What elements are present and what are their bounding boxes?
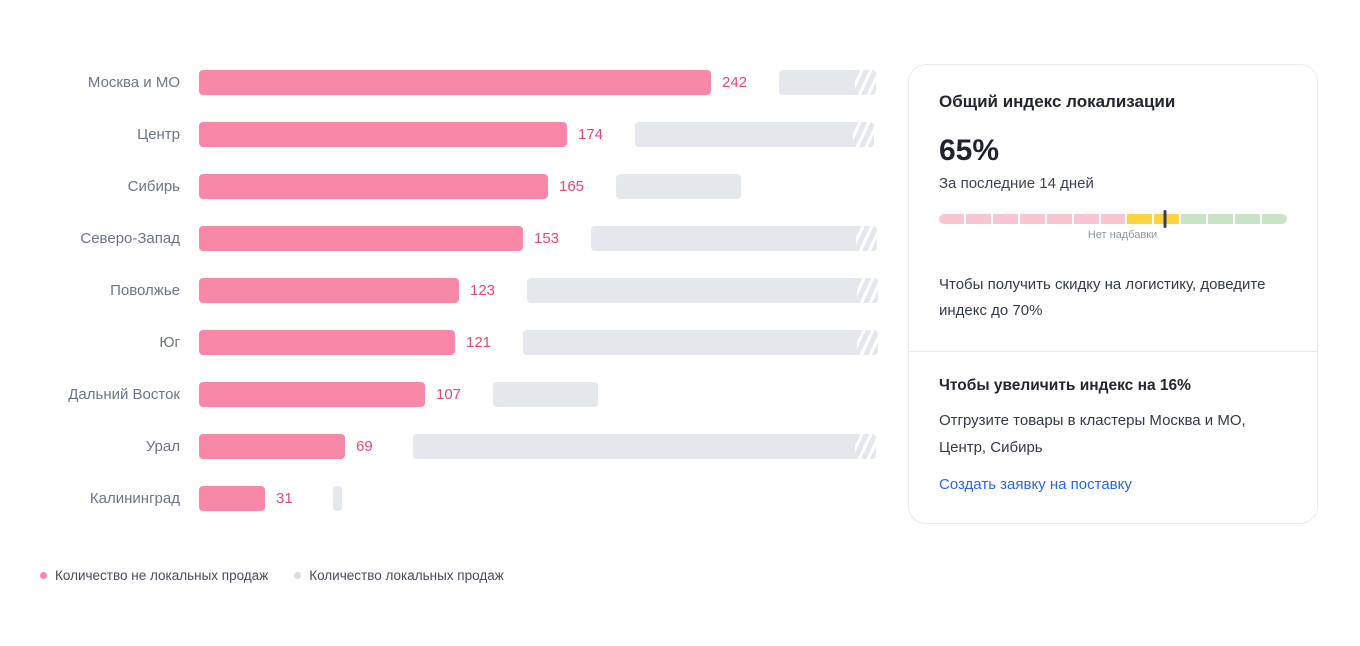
non-local-sales-bar	[199, 174, 548, 199]
gauge-segment	[1235, 214, 1261, 224]
local-sales-bar	[635, 122, 874, 147]
category-label: Калининград	[89, 490, 180, 507]
bar-value-label: 107	[436, 386, 462, 403]
non-local-sales-bar	[199, 278, 459, 303]
gauge-segment	[1046, 214, 1072, 224]
bar-row: Центр 174	[0, 122, 878, 147]
bar-value-label: 242	[722, 74, 748, 91]
local-sales-bar	[523, 330, 878, 355]
non-local-sales-bar	[199, 382, 425, 407]
gauge-segment	[1019, 214, 1045, 224]
category-label: Дальний Восток	[68, 386, 180, 403]
non-local-sales-bar	[199, 226, 523, 251]
category-label: Сибирь	[127, 178, 180, 195]
local-sales-bar	[527, 278, 878, 303]
truncation-hatch	[857, 278, 878, 303]
localization-bar-chart: Москва и МО 242 Центр 174 Сибирь 165 Северо-За…	[0, 70, 878, 538]
legend: Количество не локальных продаж Количеств…	[40, 568, 504, 583]
non-local-sales-bar	[199, 434, 345, 459]
local-sales-bar	[779, 70, 876, 95]
gauge-segment	[1127, 214, 1153, 224]
truncation-hatch	[855, 434, 876, 459]
panel-top-section: Общий индекс локализации 65% За последни…	[909, 65, 1317, 325]
non-local-legend-dot-icon	[40, 572, 47, 579]
localization-index-panel: Общий индекс локализации 65% За последни…	[908, 64, 1318, 524]
panel-bottom-section: Чтобы увеличить индекс на 16% Отгрузите …	[909, 352, 1317, 493]
gauge-segment	[1154, 214, 1180, 224]
bar-row: Поволжье 123	[0, 278, 878, 303]
truncation-hatch	[855, 70, 876, 95]
legend-item-non-local: Количество не локальных продаж	[40, 568, 268, 583]
discount-hint: Чтобы получить скидку на логистику, дове…	[939, 276, 1266, 320]
truncation-hatch	[857, 330, 878, 355]
gauge-segment	[1073, 214, 1099, 224]
gauge-segment	[992, 214, 1018, 224]
bar-row: Сибирь 165	[0, 174, 878, 199]
bar-value-label: 165	[559, 178, 585, 195]
index-value: 65%	[939, 134, 1000, 167]
gauge-segment	[939, 214, 964, 224]
index-period: За последние 14 дней	[939, 175, 1094, 192]
local-sales-bar	[413, 434, 876, 459]
non-local-sales-bar	[199, 486, 265, 511]
gauge-segment	[1181, 214, 1207, 224]
gauge-marker	[1163, 210, 1167, 228]
create-supply-request-link[interactable]: Создать заявку на поставку	[939, 475, 1132, 493]
bar-row: Северо-Запад 153	[0, 226, 878, 251]
index-gauge: Нет надбавки	[939, 210, 1287, 248]
bar-value-label: 31	[276, 490, 293, 507]
local-sales-bar	[591, 226, 877, 251]
non-local-sales-bar	[199, 70, 711, 95]
legend-item-local: Количество локальных продаж	[294, 568, 504, 583]
category-label: Москва и МО	[87, 74, 180, 91]
panel-title: Общий индекс локализации	[939, 92, 1176, 111]
legend-label-non-local: Количество не локальных продаж	[55, 568, 269, 583]
gauge-segment	[965, 214, 991, 224]
boost-text: Отгрузите товары в кластеры Москва и МО,…	[939, 411, 1246, 456]
bar-row: Юг 121	[0, 330, 878, 355]
gauge-segment	[1262, 214, 1287, 224]
bar-row: Дальний Восток 107	[0, 382, 878, 407]
bar-rows: Москва и МО 242 Центр 174 Сибирь 165 Северо-За…	[0, 70, 878, 511]
boost-title: Чтобы увеличить индекс на 16%	[939, 376, 1191, 394]
category-label: Центр	[137, 126, 180, 143]
category-label: Северо-Запад	[80, 230, 180, 247]
truncation-hatch	[853, 122, 874, 147]
bar-value-label: 69	[356, 438, 373, 455]
local-sales-bar	[333, 486, 342, 511]
panel-divider	[909, 350, 1317, 352]
local-legend-dot-icon	[294, 572, 302, 579]
local-sales-bar	[493, 382, 598, 407]
gauge-marker-label: Нет надбавки	[1087, 229, 1158, 241]
legend-label-local: Количество локальных продаж	[309, 568, 504, 583]
bar-row: Урал 69	[0, 434, 878, 459]
category-label: Поволжье	[110, 282, 180, 299]
index-gauge-track	[939, 214, 1287, 224]
bar-row: Калининград 31	[0, 486, 878, 511]
truncation-hatch	[856, 226, 877, 251]
bar-value-label: 153	[534, 230, 560, 247]
non-local-sales-bar	[199, 330, 455, 355]
non-local-sales-bar	[199, 122, 567, 147]
category-label: Юг	[159, 334, 180, 351]
bar-value-label: 123	[470, 282, 496, 299]
category-label: Урал	[145, 438, 180, 455]
bar-row: Москва и МО 242	[0, 70, 878, 95]
bar-value-label: 174	[578, 126, 604, 143]
local-sales-bar	[616, 174, 741, 199]
gauge-segment	[1100, 214, 1126, 224]
bar-value-label: 121	[466, 334, 492, 351]
gauge-segment	[1208, 214, 1234, 224]
